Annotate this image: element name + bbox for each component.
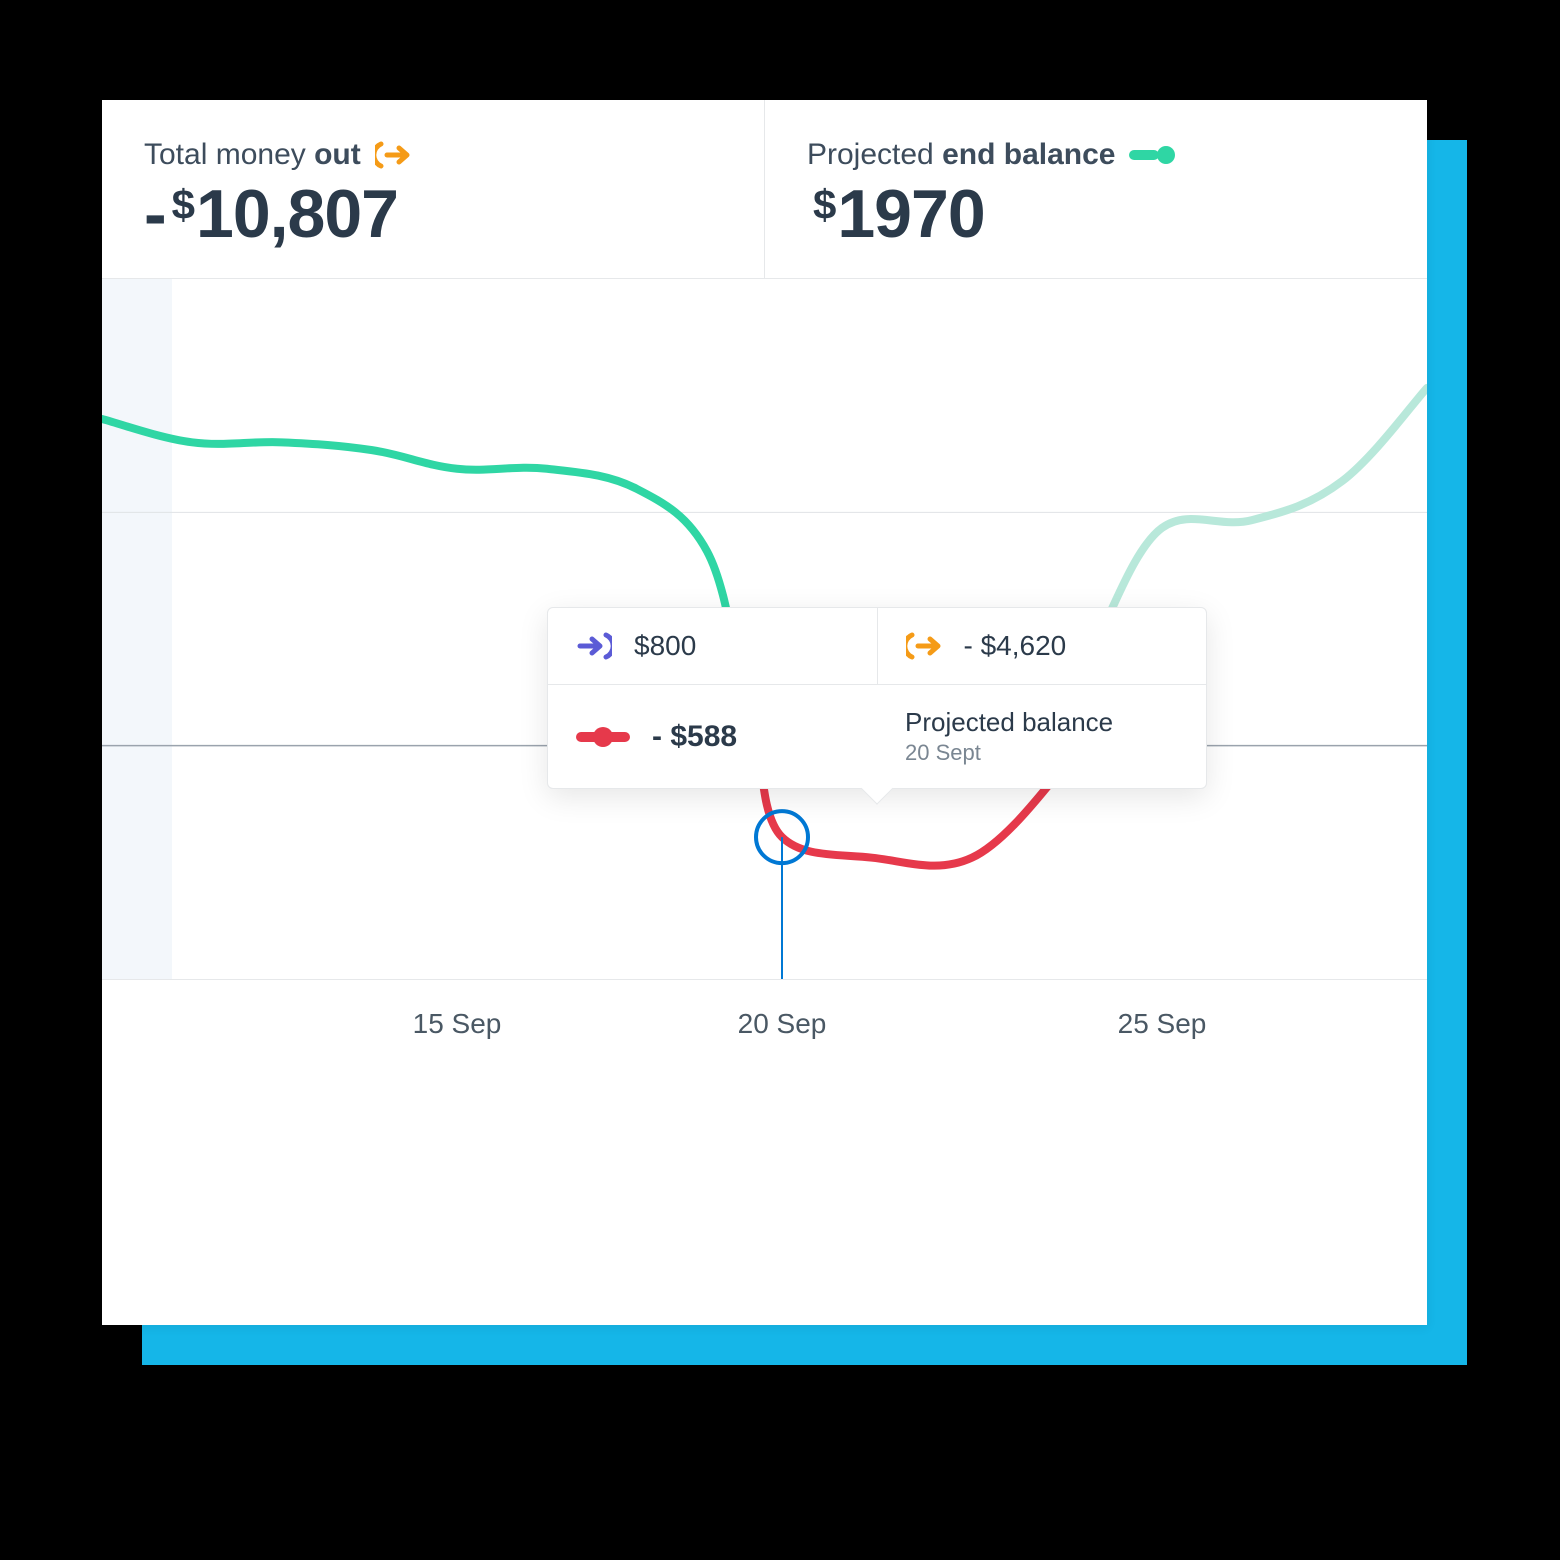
x-axis-tick: 15 Sep (413, 1008, 502, 1040)
line-marker-icon (576, 730, 630, 744)
x-axis-tick: 25 Sep (1118, 1008, 1207, 1040)
money-out-icon (906, 631, 942, 661)
tooltip-label: Projected balance 20 Sept (877, 685, 1206, 788)
tooltip-money-in: $800 (548, 608, 877, 684)
tooltip-balance: - $588 (548, 685, 877, 788)
projected-end-balance-label: Projected end balance (807, 138, 1385, 172)
cashflow-card: Total money out - $ 10,807 Projected end… (102, 100, 1427, 1325)
summary-header: Total money out - $ 10,807 Projected end… (102, 100, 1427, 279)
total-money-out-cell[interactable]: Total money out - $ 10,807 (102, 100, 764, 278)
chart-area[interactable]: $800 - $4,620 - $588 (102, 279, 1427, 979)
projected-end-balance-cell[interactable]: Projected end balance $ 1970 (764, 100, 1427, 278)
projected-end-balance-value: $ 1970 (807, 180, 1385, 248)
chart-tooltip: $800 - $4,620 - $588 (547, 607, 1207, 789)
label-bold: out (314, 138, 361, 171)
tooltip-money-out: - $4,620 (877, 608, 1207, 684)
money-in-icon (576, 631, 612, 661)
label-prefix: Projected (807, 138, 942, 171)
x-axis-tick: 20 Sep (738, 1008, 827, 1040)
x-axis: 15 Sep 20 Sep 25 Sep (102, 979, 1427, 1099)
label-prefix: Total money (144, 138, 314, 171)
balance-marker-icon (1129, 146, 1175, 164)
money-out-icon (375, 140, 411, 170)
total-money-out-label: Total money out (144, 138, 722, 172)
label-bold: end balance (942, 138, 1115, 171)
total-money-out-value: - $ 10,807 (144, 180, 722, 248)
